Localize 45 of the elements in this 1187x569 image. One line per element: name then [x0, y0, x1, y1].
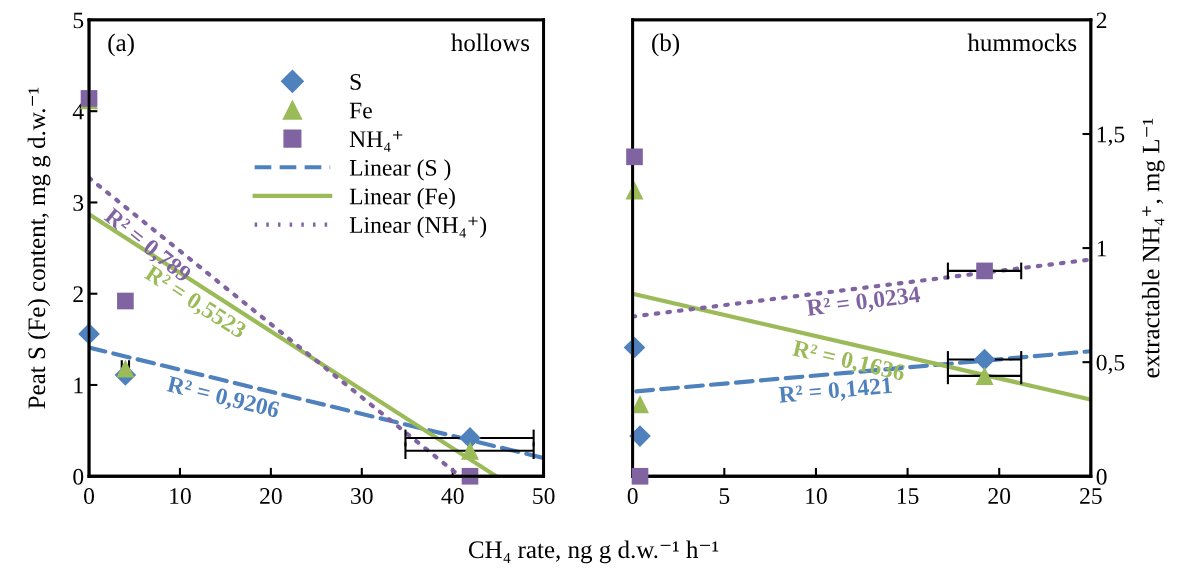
- annotation: hummocks: [967, 33, 1077, 52]
- y-tick-label: 0: [73, 468, 84, 485]
- y-axis-title: Peat S (Fe) content, mg g d.w.⁻¹: [27, 87, 51, 409]
- y2-tick-label: 0,5: [1096, 354, 1125, 374]
- y-tick-label: 5: [73, 12, 84, 29]
- point: [973, 348, 996, 371]
- point: [460, 441, 480, 460]
- y-tick-label: 2: [73, 286, 83, 302]
- annotation: R² = 0,9206: [165, 375, 281, 422]
- x-tick-label: 5: [719, 488, 730, 504]
- y2-tick-label: 1,5: [1097, 126, 1125, 146]
- point: [117, 292, 134, 310]
- y2-tick-label: 2: [1096, 12, 1107, 29]
- annotation: R² = 0,0234: [806, 286, 922, 320]
- y2-tick-label: 0: [1096, 468, 1107, 485]
- legend-label: Linear (NH₄⁺): [349, 216, 487, 238]
- x-tick-label: 40: [441, 488, 464, 504]
- y-tick-label: 1: [74, 377, 83, 394]
- x-tick-label: 25: [1080, 488, 1102, 504]
- y2-axis-title: extractable NH₄⁺, mg L⁻¹: [1141, 118, 1165, 378]
- x-tick-label: 50: [533, 488, 555, 504]
- x-tick-label: 10: [170, 488, 191, 504]
- point: [631, 467, 649, 485]
- point: [976, 262, 993, 280]
- point: [116, 359, 135, 378]
- x-tick-label: 15: [897, 488, 919, 504]
- y-tick-label: 3: [73, 195, 84, 211]
- x-tick-label: 10: [806, 488, 827, 504]
- annotation: hollows: [451, 33, 530, 52]
- x-axis-title: CH₄ rate, ng g d.w.⁻¹ h⁻¹: [468, 540, 719, 564]
- x-tick-label: 20: [988, 488, 1011, 504]
- legend-label: NH₄⁺: [349, 130, 403, 152]
- point: [626, 148, 643, 166]
- legend-label: Fe: [349, 102, 372, 119]
- annotation: (b): [652, 33, 680, 57]
- x-tick-label: 30: [351, 488, 373, 504]
- y2-tick-label: 1: [1097, 240, 1107, 257]
- legend-label: S: [350, 74, 361, 90]
- legend-label: Linear (Fe): [349, 187, 455, 210]
- point: [975, 366, 994, 385]
- x-tick-label: 0: [84, 488, 95, 504]
- x-tick-label: 0: [627, 488, 638, 504]
- x-tick-label: 20: [260, 488, 282, 504]
- annotation: (a): [108, 33, 134, 57]
- legend-label: Linear (S ): [349, 159, 451, 181]
